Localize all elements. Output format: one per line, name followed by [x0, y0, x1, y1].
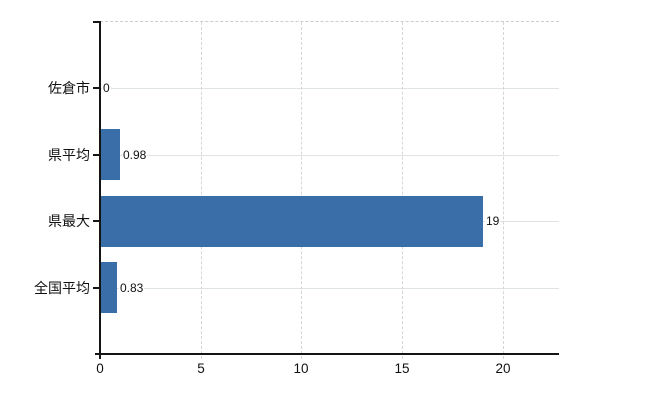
bar-value-label: 0.83 — [119, 281, 145, 295]
x-axis-line — [95, 353, 559, 355]
y-axis-tick — [93, 87, 100, 89]
plot-area: 0 0.98 19 0.83 — [100, 22, 559, 359]
bar — [100, 196, 483, 247]
y-axis-tick — [93, 287, 100, 289]
x-axis-tick-label: 15 — [394, 361, 410, 376]
bar — [100, 129, 120, 180]
vertical-gridline — [402, 22, 403, 359]
horizontal-gridline — [100, 88, 559, 89]
y-axis-top-tick — [93, 21, 100, 23]
x-axis-tick-label: 5 — [197, 361, 205, 376]
horizontal-gridline — [100, 155, 559, 156]
y-axis-tick — [93, 220, 100, 222]
bar-value-label: 19 — [485, 214, 501, 228]
x-axis-tick-label: 10 — [293, 361, 309, 376]
y-axis-category-label: 全国平均 — [34, 280, 90, 296]
plot-top-border — [100, 21, 559, 22]
x-axis-tick-label: 0 — [96, 361, 104, 376]
vertical-gridline — [301, 22, 302, 359]
bar-value-label: 0.98 — [122, 148, 148, 162]
horizontal-gridline — [100, 288, 559, 289]
vertical-gridline — [201, 22, 202, 359]
y-axis-category-label: 佐倉市 — [48, 80, 90, 96]
y-axis-category-label: 県平均 — [48, 147, 90, 163]
x-axis-tick-label: 20 — [495, 361, 511, 376]
bar-value-label: 0 — [102, 81, 111, 95]
y-axis-category-label: 県最大 — [48, 213, 90, 229]
vertical-gridline — [503, 22, 504, 359]
bar — [100, 262, 117, 313]
y-axis-line — [99, 21, 101, 359]
y-axis-tick — [93, 154, 100, 156]
